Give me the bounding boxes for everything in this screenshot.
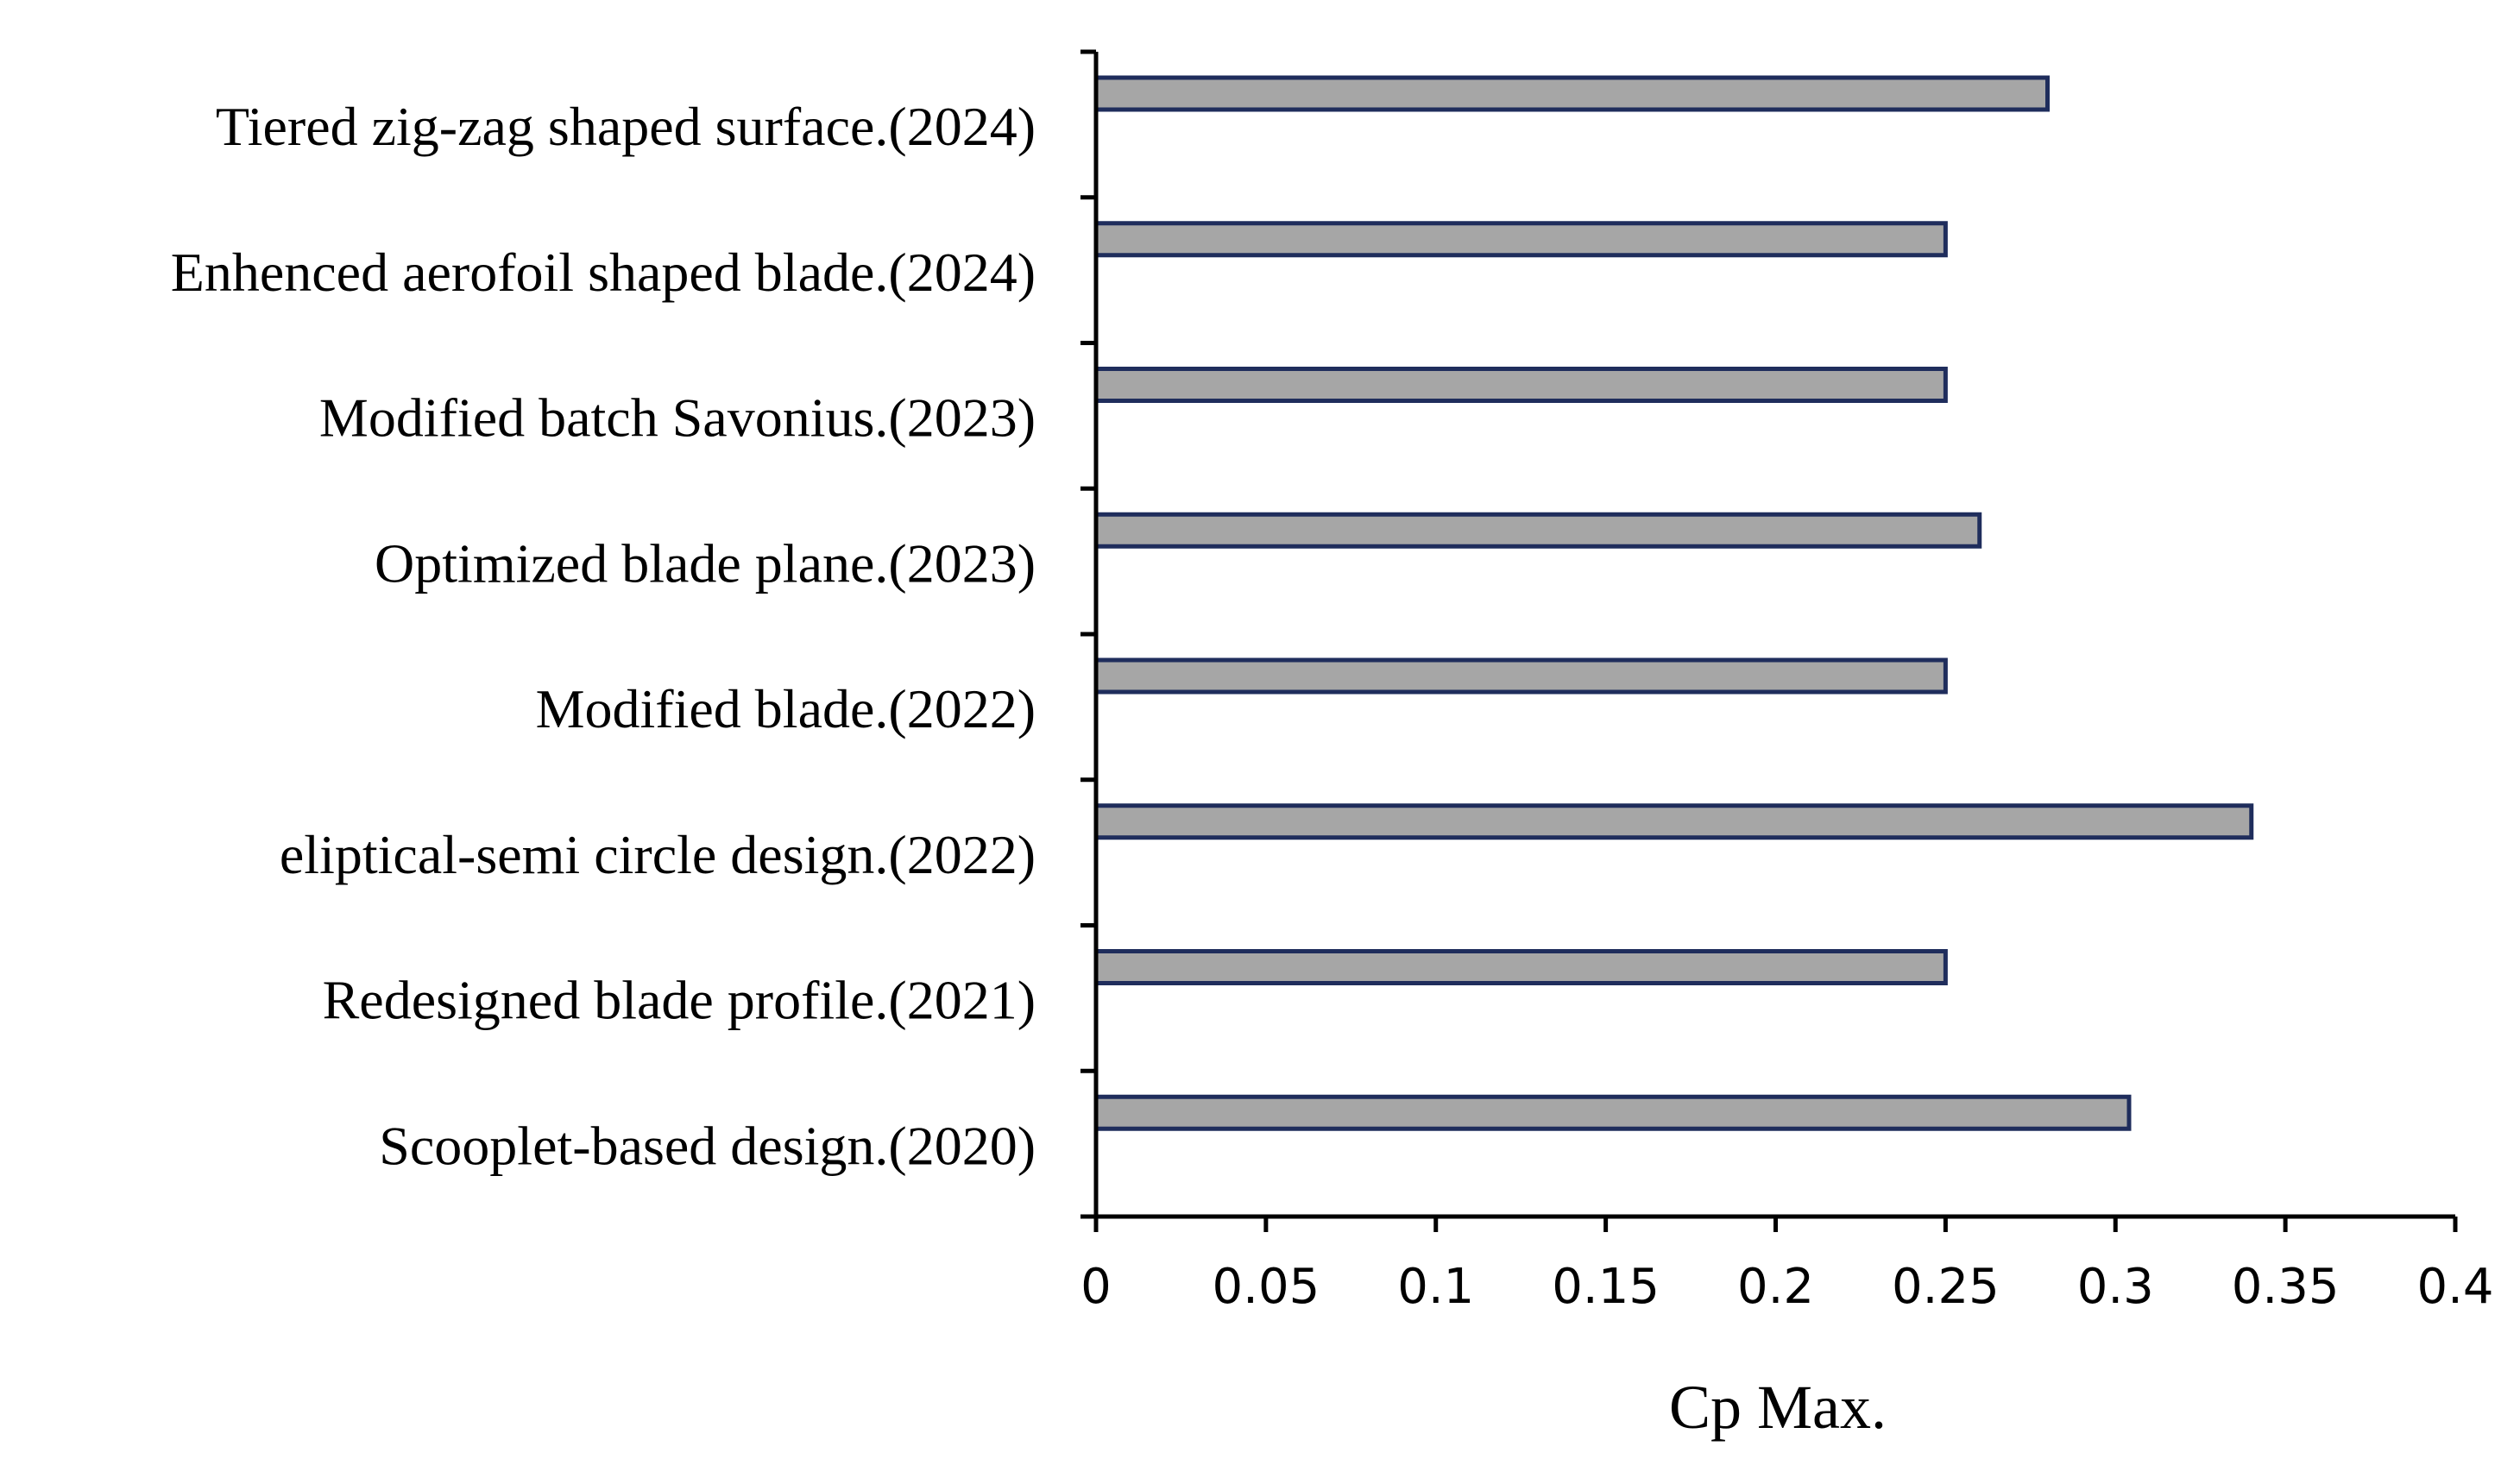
bar [1093, 1094, 2132, 1131]
x-tick-label: 0.15 [1552, 1259, 1660, 1315]
bar [1093, 803, 2254, 840]
category-label: Enhenced aerofoil shaped blade.(2024) [171, 242, 1036, 303]
bar [1093, 512, 1982, 549]
bar [1093, 949, 1948, 985]
x-tick-label: 0.1 [1397, 1259, 1474, 1315]
category-labels: Tiered zig-zag shaped surface.(2024) Enhe… [171, 96, 1036, 1176]
x-tick-label: 0.2 [1737, 1259, 1814, 1315]
category-label: Optimized blade plane.(2023) [375, 532, 1036, 594]
x-tick-label: 0.35 [2232, 1259, 2340, 1315]
category-label: eliptical-semi circle design.(2022) [280, 824, 1036, 885]
x-tick-label: 0.3 [2077, 1259, 2154, 1315]
x-tick-labels: 0 0.05 0.1 0.15 0.2 0.25 0.3 0.35 0.4 [1080, 1259, 2493, 1315]
x-tick-label: 0.4 [2416, 1259, 2493, 1315]
bar [1093, 367, 1948, 403]
category-label: Modified batch Savonius.(2023) [319, 387, 1036, 449]
x-tick-label: 0 [1080, 1259, 1112, 1315]
x-axis-title: Cp Max. [1669, 1373, 1887, 1442]
bars [1093, 75, 2254, 1131]
bar [1093, 657, 1948, 695]
bar [1093, 221, 1948, 258]
category-label: Modified blade.(2022) [536, 678, 1036, 739]
x-tick-label: 0.25 [1892, 1259, 2000, 1315]
category-label: Tiered zig-zag shaped surface.(2024) [216, 96, 1036, 157]
bar [1093, 75, 2050, 112]
category-label: Redesigned blade profile.(2021) [323, 970, 1036, 1031]
x-tick-label: 0.05 [1213, 1259, 1320, 1315]
category-label: Scooplet-based design.(2020) [379, 1115, 1036, 1176]
ticks [1080, 49, 2458, 1232]
